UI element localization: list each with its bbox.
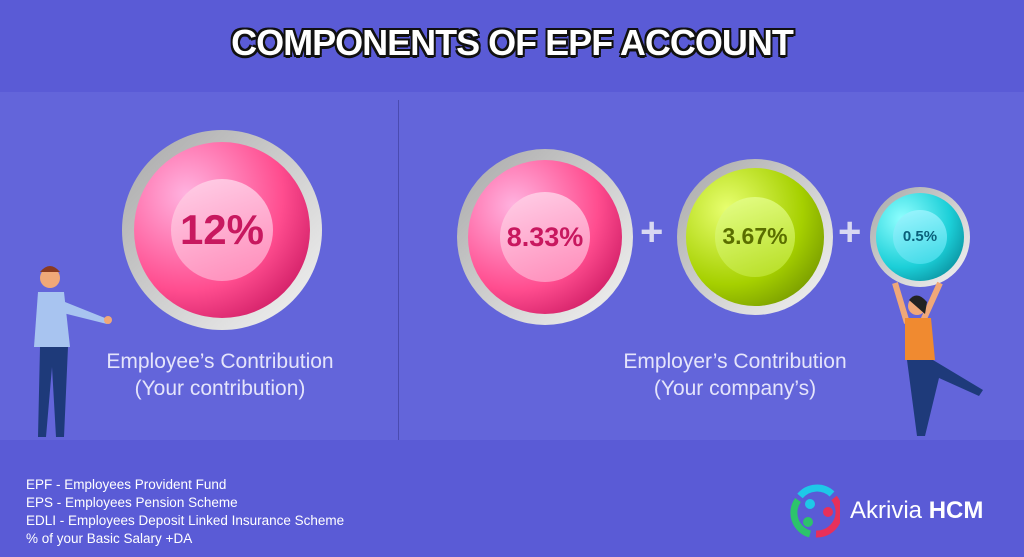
employee-caption-line2: (Your contribution) [134, 377, 306, 400]
brand-name: Akrivia HCM [850, 497, 983, 525]
note-eps: EPS - Employees Pension Scheme [26, 495, 238, 510]
divider [398, 100, 399, 440]
edli-circle: 0.5% [870, 187, 970, 287]
note-edli: EDLI - Employees Deposit Linked Insuranc… [26, 513, 345, 528]
akrivia-logo-icon [790, 484, 840, 538]
note-epf: EPF - Employees Provident Fund [26, 477, 227, 492]
employee-caption-line1: Employee’s Contribution [106, 350, 334, 373]
brand-logo: Akrivia HCM [790, 484, 983, 538]
employer-caption-line1: Employer’s Contribution [623, 350, 847, 373]
employer-caption: Employer’s Contribution (Your company’s) [575, 348, 895, 402]
brand-name-text: Akrivia [850, 497, 923, 524]
edli-value: 0.5% [892, 209, 948, 265]
employer-caption-line2: (Your company’s) [653, 377, 817, 400]
brand-suffix: HCM [928, 497, 984, 524]
epf-employer-value: 3.67% [715, 197, 795, 277]
employee-value: 12% [170, 178, 274, 282]
eps-circle: 8.33% [457, 149, 633, 325]
plus-sign: + [640, 210, 664, 254]
employee-caption: Employee’s Contribution (Your contributi… [60, 348, 380, 402]
page-title: COMPONENTS OF EPF ACCOUNT [231, 22, 794, 63]
epf-employer-circle: 3.67% [677, 159, 833, 315]
employee-contribution-circle: 12% [122, 130, 322, 330]
woman-illustration [892, 281, 983, 436]
eps-value: 8.33% [500, 192, 590, 282]
note-basis: % of your Basic Salary +DA [26, 531, 193, 546]
plus-sign: + [838, 210, 862, 254]
man-illustration [34, 266, 112, 437]
abbreviation-notes: EPF - Employees Provident Fund EPS - Emp… [26, 476, 344, 548]
